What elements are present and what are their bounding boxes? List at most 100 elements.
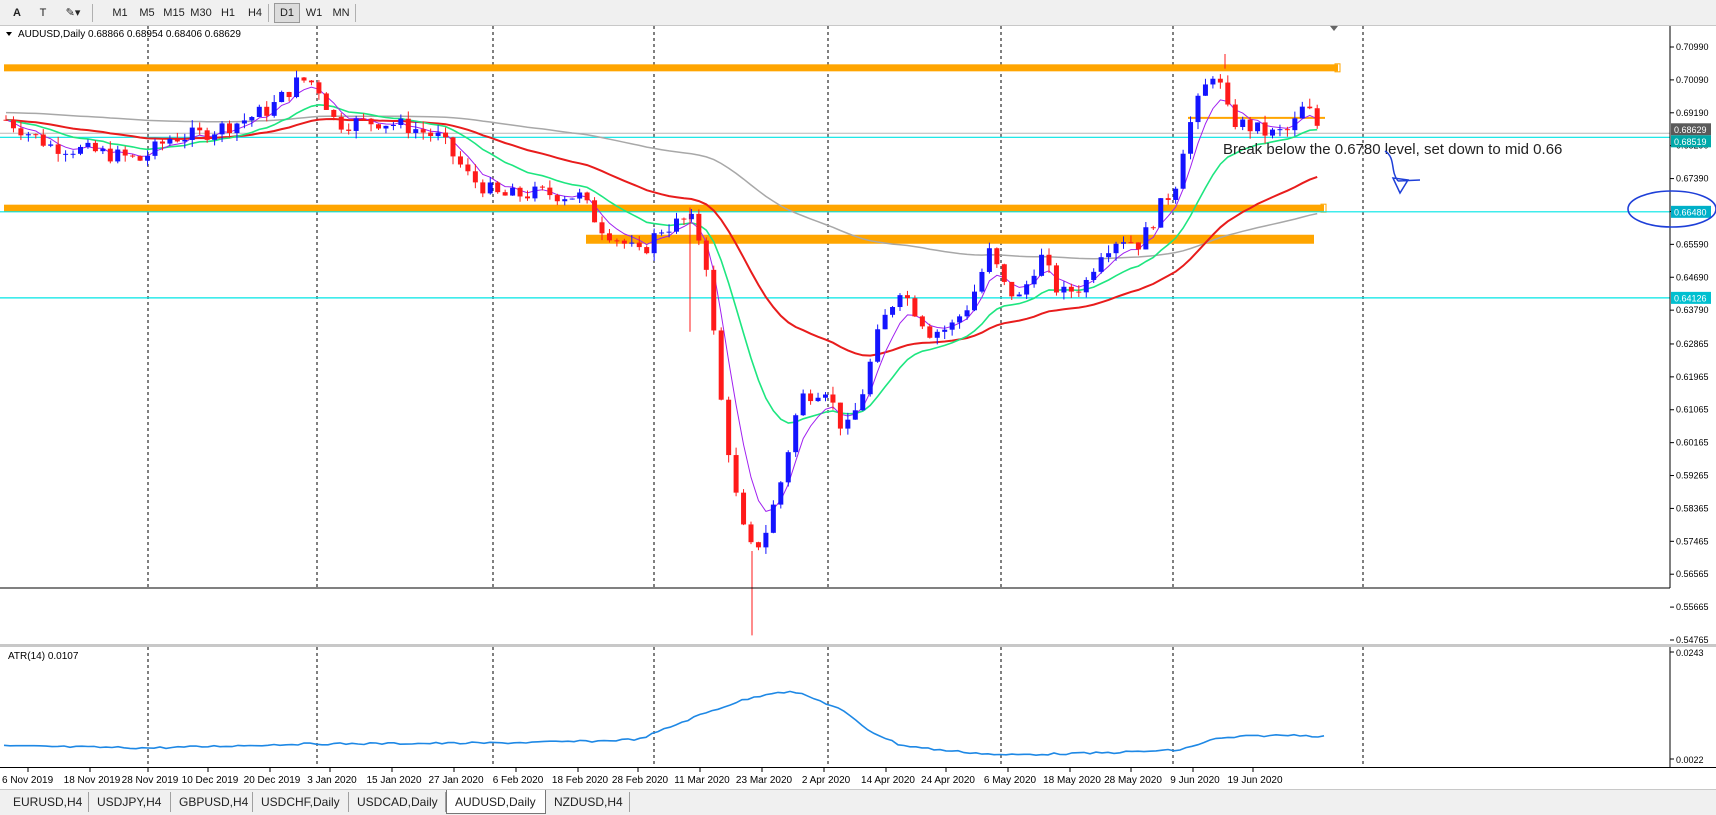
bear-candle (1225, 82, 1231, 105)
price-tick-label: 0.69190 (1676, 108, 1709, 118)
arrow-head-icon (1391, 177, 1421, 195)
text-label-tool-button[interactable]: T (32, 3, 54, 23)
bull-candle (85, 142, 91, 147)
date-label: 28 Feb 2020 (612, 775, 669, 786)
atr-line (3, 690, 1325, 757)
price-tick-label: 0.63790 (1676, 305, 1709, 315)
bull-candle (823, 394, 828, 398)
price-tick-label: 0.61065 (1676, 405, 1709, 415)
bear-candle (755, 542, 761, 548)
bear-candle (55, 144, 61, 154)
bull-candle (70, 153, 76, 155)
support-resistance-zone[interactable] (586, 234, 1314, 244)
bear-candle (92, 142, 98, 152)
bull-candle (1113, 243, 1119, 254)
date-label: 28 May 2020 (1104, 775, 1162, 786)
bear-candle (718, 330, 724, 400)
zone-handle[interactable] (1334, 63, 1341, 73)
chart-menu-triangle-icon[interactable] (6, 32, 12, 36)
chart-tab-usdcad-daily[interactable]: USDCAD,Daily (349, 792, 446, 812)
price-tick-label: 0.70990 (1676, 42, 1709, 52)
bull-candle (890, 307, 896, 315)
chart-annotation-text[interactable]: Break below the 0.6780 level, set down t… (1223, 141, 1562, 158)
bull-candle (182, 139, 188, 142)
date-label: 24 Apr 2020 (921, 775, 975, 786)
date-label: 6 May 2020 (984, 775, 1037, 786)
date-label: 18 Nov 2019 (64, 775, 121, 786)
bull-candle (1292, 118, 1298, 131)
atr-indicator-panel[interactable]: ATR(14) 0.0107 0.0243 0.0022 (0, 647, 1716, 767)
shift-marker-icon[interactable] (1330, 26, 1338, 31)
bull-candle (398, 118, 404, 126)
bull-candle (1270, 129, 1275, 136)
chart-tab-usdjpy-h4[interactable]: USDJPY,H4 (89, 792, 171, 812)
timeframe-h4-button[interactable]: H4 (247, 7, 263, 19)
bull-candle (674, 218, 679, 232)
timeframe-m30-button[interactable]: M30 (190, 7, 212, 19)
price-chart[interactable]: 0.709900.700900.691900.682900.673900.664… (0, 26, 1716, 646)
price-tick-label: 0.56565 (1676, 569, 1709, 579)
bull-candle (1277, 129, 1283, 131)
bull-candle (1091, 271, 1097, 280)
price-chart-panel[interactable]: 0.709900.700900.691900.682900.673900.664… (0, 26, 1716, 646)
timeframe-mn-button[interactable]: MN (332, 7, 350, 19)
bear-candle (1247, 119, 1253, 132)
bull-candle (115, 149, 121, 162)
bear-candle (323, 93, 329, 110)
price-tick-label: 0.60165 (1676, 438, 1709, 448)
bear-candle (376, 124, 381, 129)
bull-candle (145, 155, 151, 161)
bear-candle (502, 192, 508, 196)
chart-tab-usdchf-daily[interactable]: USDCHF,Daily (253, 792, 349, 812)
bear-candle (912, 298, 918, 317)
date-label: 27 Jan 2020 (428, 775, 483, 786)
bear-candle (1262, 122, 1268, 136)
text-tool-button[interactable]: A (6, 3, 28, 23)
timeframe-h1-button[interactable]: H1 (220, 7, 236, 19)
date-label: 10 Dec 2019 (182, 775, 239, 786)
timeframe-d1-button[interactable]: D1 (274, 3, 300, 23)
support-resistance-zone[interactable] (4, 64, 1338, 72)
price-badge-label: 0.68629 (1674, 125, 1707, 135)
bull-candle (770, 504, 776, 533)
bear-candle (18, 128, 24, 136)
bear-candle (1232, 104, 1238, 127)
bear-candle (636, 242, 642, 248)
bear-candle (733, 455, 739, 493)
bear-candle (994, 248, 1000, 265)
bear-candle (301, 77, 307, 81)
chart-tab-eurusd-h4[interactable]: EURUSD,H4 (5, 792, 89, 812)
fast-moving-average (5, 86, 1318, 512)
chart-tab-nzdusd-h4[interactable]: NZDUSD,H4 (546, 792, 630, 812)
chart-tab-audusd-daily[interactable]: AUDUSD,Daily (446, 790, 546, 814)
panel-divider[interactable] (0, 644, 1716, 647)
bear-candle (457, 156, 463, 165)
bear-candle (1165, 198, 1171, 200)
bull-candle (986, 248, 992, 272)
bear-candle (428, 132, 434, 136)
support-resistance-zone[interactable] (4, 204, 1324, 212)
bear-candle (122, 149, 128, 156)
atr-chart[interactable]: ATR(14) 0.0107 0.0243 0.0022 (0, 647, 1716, 767)
timeframe-m1-button[interactable]: M1 (112, 7, 128, 19)
price-tick-label: 0.54765 (1676, 635, 1709, 645)
bear-candle (137, 156, 143, 161)
timeframe-m5-button[interactable]: M5 (139, 7, 155, 19)
date-label: 2 Apr 2020 (802, 775, 851, 786)
timeframe-w1-button[interactable]: W1 (305, 7, 323, 19)
arrows-tool-button[interactable]: ✎▾ (58, 3, 88, 23)
bear-candle (450, 137, 456, 157)
bull-candle (1158, 198, 1164, 228)
date-label: 19 Jun 2020 (1227, 775, 1282, 786)
timeframe-m15-button[interactable]: M15 (163, 7, 185, 19)
bear-candle (331, 109, 337, 117)
bull-candle (562, 199, 568, 202)
bear-candle (308, 80, 314, 83)
bull-candle (763, 532, 769, 548)
bear-candle (584, 192, 590, 201)
bear-candle (33, 134, 39, 136)
bear-candle (599, 222, 605, 234)
price-badge (1671, 291, 1711, 304)
chart-tab-gbpusd-h4[interactable]: GBPUSD,H4 (171, 792, 253, 812)
bear-candle (621, 240, 627, 244)
